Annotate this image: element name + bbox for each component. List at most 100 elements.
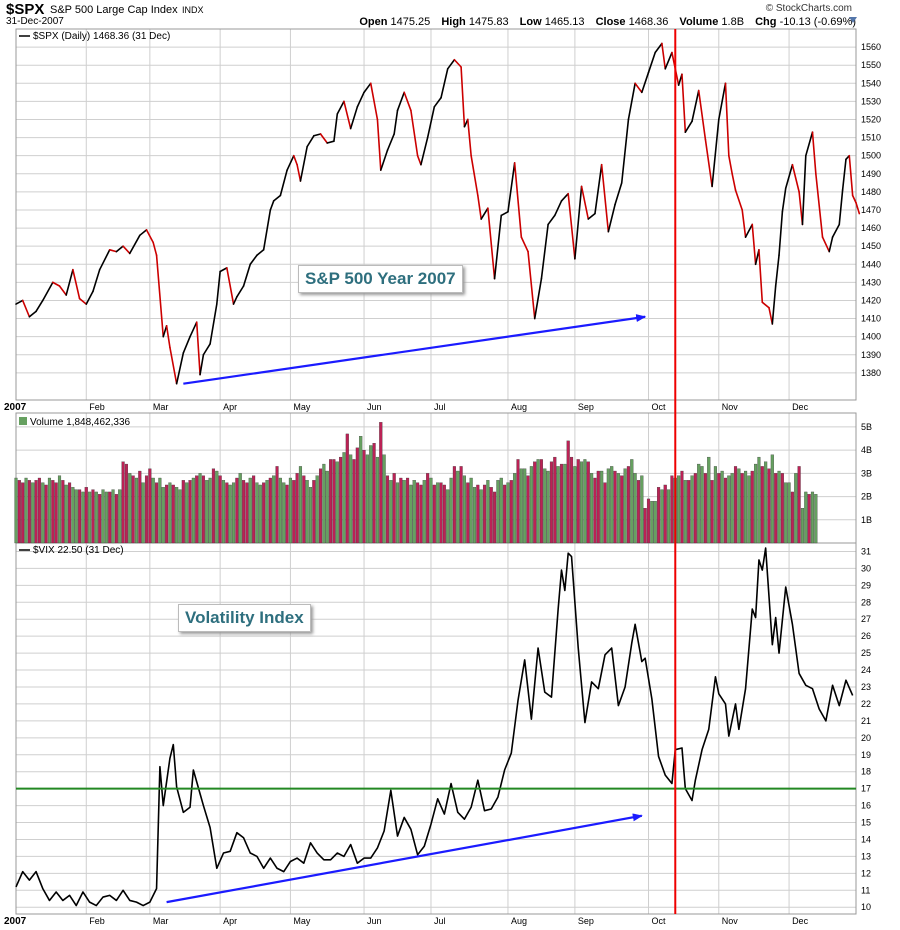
volume-bar	[37, 477, 41, 544]
volume-bar	[707, 456, 711, 544]
spx-segment	[838, 189, 844, 226]
volume-bar	[760, 466, 764, 544]
volume-bar	[790, 491, 794, 544]
spx-segment	[209, 303, 218, 345]
spx-segment	[724, 82, 730, 157]
volume-bar	[342, 452, 346, 544]
vix-tick-label: 12	[861, 868, 871, 878]
volume-bar	[359, 436, 363, 544]
volume-bar	[225, 482, 229, 544]
spx-segment	[343, 100, 352, 130]
annotation-overlay	[16, 29, 856, 914]
volume-bar	[318, 468, 323, 544]
low-label: Low	[519, 16, 542, 28]
volume-bar	[288, 477, 292, 544]
volume-bar	[221, 480, 226, 544]
spx-segment	[560, 192, 569, 202]
spx-month-label: Jul	[434, 402, 446, 412]
spx-segment	[128, 234, 141, 255]
volume-bar	[252, 475, 256, 544]
spx-segment	[403, 91, 412, 112]
vix-month-label: Mar	[153, 916, 169, 926]
spx-year-label: 2007	[4, 402, 27, 413]
spx-segment	[269, 200, 275, 211]
vix-tick-label: 10	[861, 902, 871, 912]
volume-bar	[583, 459, 587, 544]
volume-bar	[476, 484, 480, 544]
vix-month-label: Jul	[434, 916, 446, 926]
volume-bar	[188, 480, 192, 544]
volume-bar	[546, 470, 550, 544]
spx-segment	[410, 109, 419, 157]
volume-tick-label: 1B	[861, 515, 872, 525]
volume-bar	[486, 480, 490, 544]
volume-bar	[81, 491, 85, 544]
spx-segment	[758, 248, 764, 304]
volume-bar	[519, 468, 523, 544]
vix-year-label: 2007	[4, 916, 27, 927]
chevron-down-icon[interactable]	[849, 17, 857, 23]
volume-bar	[31, 482, 35, 544]
volume-bar	[640, 475, 644, 544]
volume-bar	[365, 454, 369, 544]
volume-bar	[446, 489, 450, 544]
panel-frame-0	[15, 28, 857, 401]
spx-segment	[242, 263, 252, 287]
volume-bar	[720, 470, 724, 544]
volume-bar	[355, 447, 359, 544]
volume-bar	[372, 443, 376, 544]
volume-bar	[710, 480, 714, 544]
volume-bar	[155, 482, 159, 544]
date-label: 31-Dec-2007	[6, 16, 64, 27]
volume-bar	[482, 484, 487, 544]
spx-segment	[507, 162, 516, 213]
axis-labels: 2007 Feb Mar Apr May Jun Jul Aug Sep Oct Nov Dec 200…	[4, 42, 881, 927]
volume-bar	[54, 482, 58, 544]
volume-bar	[677, 475, 681, 544]
volume-bar	[697, 463, 701, 544]
spx-segment	[527, 250, 536, 320]
volume-bar	[613, 470, 617, 544]
volume-bar	[593, 477, 597, 544]
volume-bar	[198, 473, 202, 544]
spx-segment	[774, 254, 780, 287]
volume-bar	[553, 456, 557, 544]
spx-segment	[480, 207, 489, 220]
spx-segment	[681, 73, 687, 133]
spx-tick-label: 1500	[861, 151, 881, 161]
volume-bar	[114, 494, 118, 544]
spx-segment	[65, 268, 74, 296]
volume-bar	[168, 482, 172, 544]
volume-bar	[814, 494, 818, 544]
volume-bar	[409, 484, 413, 544]
volume-bar	[469, 477, 473, 544]
volume-bar	[258, 484, 262, 544]
volume-bar	[516, 459, 520, 544]
volume-bar	[385, 475, 390, 544]
panel-frames	[15, 28, 857, 915]
spx-segment	[771, 285, 777, 325]
vix-tick-label: 19	[861, 750, 871, 760]
spx-segment	[734, 189, 744, 211]
spx-month-label: Apr	[223, 402, 237, 412]
volume-bar	[797, 466, 801, 544]
volume-bar	[536, 459, 540, 544]
volume-bar	[412, 480, 416, 544]
volume-bar	[158, 477, 162, 544]
volume-bar	[27, 480, 31, 544]
volume-bar	[352, 459, 356, 544]
vix-tick-label: 22	[861, 699, 871, 709]
spx-segment	[811, 131, 817, 175]
spx-tick-label: 1540	[861, 78, 881, 88]
volume-bar	[533, 461, 537, 544]
spx-segment	[500, 210, 509, 217]
spx-tick-label: 1480	[861, 187, 881, 197]
volume-bar	[633, 473, 637, 544]
volume-bar	[308, 487, 313, 544]
volume-bar	[379, 422, 383, 544]
low-value: 1465.13	[544, 16, 585, 28]
volume-bar	[509, 480, 513, 544]
volume-bar	[268, 477, 272, 544]
spx-tick-label: 1400	[861, 332, 881, 342]
volume-bar	[332, 459, 336, 544]
